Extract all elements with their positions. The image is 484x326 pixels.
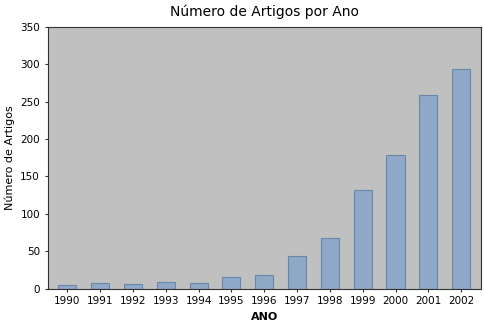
Bar	[123, 284, 142, 289]
Bar	[91, 283, 109, 289]
X-axis label: ANO: ANO	[250, 312, 277, 322]
Bar	[58, 285, 76, 289]
Bar	[287, 256, 305, 289]
Bar	[189, 283, 207, 289]
Title: Número de Artigos por Ano: Número de Artigos por Ano	[169, 4, 358, 19]
Bar	[156, 282, 174, 289]
Bar	[320, 238, 338, 289]
Bar	[419, 95, 437, 289]
Bar	[255, 275, 272, 289]
Bar	[451, 69, 469, 289]
Bar	[353, 190, 371, 289]
Bar	[386, 156, 404, 289]
Y-axis label: Número de Artigos: Número de Artigos	[4, 105, 15, 210]
Bar	[222, 277, 240, 289]
